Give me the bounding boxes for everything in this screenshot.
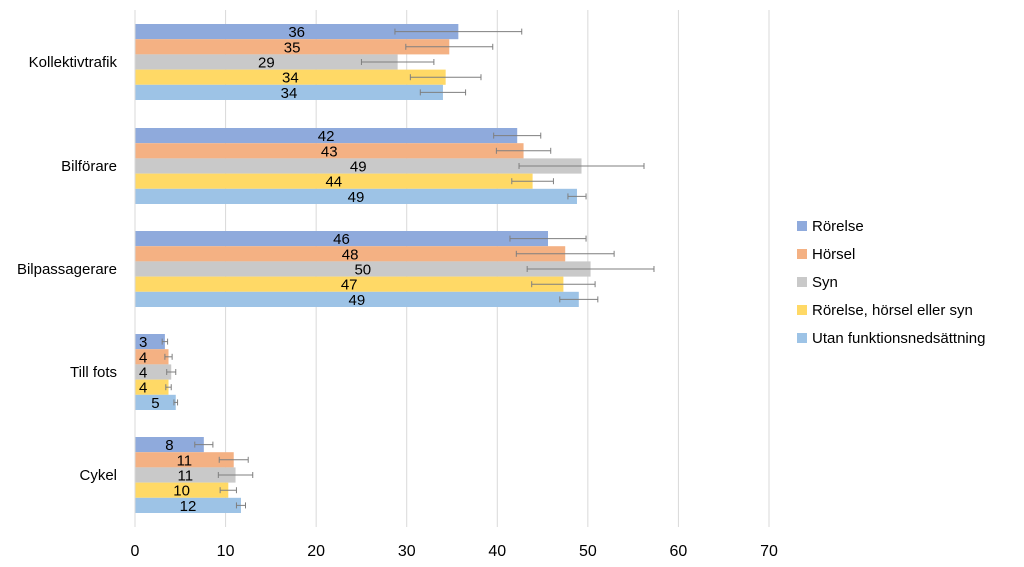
- bar-value-label: 36: [288, 24, 305, 41]
- bar-value-label: 4: [139, 349, 147, 366]
- bar-value-label: 29: [258, 55, 275, 72]
- bar-value-label: 48: [342, 246, 359, 263]
- bar: [135, 188, 577, 204]
- x-tick-label: 70: [760, 543, 778, 560]
- bar-value-label: 43: [321, 143, 338, 160]
- bar-value-label: 50: [354, 262, 371, 279]
- bar-value-label: 8: [165, 437, 173, 454]
- legend-swatch: [797, 249, 807, 259]
- category-label: Cykel: [79, 467, 117, 484]
- bar: [135, 24, 459, 40]
- bar: [135, 54, 398, 70]
- bar-value-label: 34: [282, 70, 299, 87]
- bar: [135, 246, 566, 262]
- bar-value-label: 4: [139, 365, 147, 382]
- x-tick-label: 50: [579, 543, 597, 560]
- legend-swatch: [797, 305, 807, 315]
- x-tick-label: 60: [670, 543, 688, 560]
- legend-label: Hörsel: [812, 246, 855, 263]
- bar: [135, 364, 172, 380]
- legend-label: Rörelse, hörsel eller syn: [812, 302, 973, 319]
- bar-value-label: 12: [180, 498, 197, 515]
- bar-value-label: 49: [348, 189, 365, 206]
- bar: [135, 497, 241, 513]
- bar-value-label: 47: [341, 277, 358, 294]
- x-tick-label: 40: [488, 543, 506, 560]
- bar-value-label: 3: [139, 334, 147, 351]
- bar: [135, 128, 518, 144]
- bar: [135, 276, 564, 292]
- bar-value-label: 44: [325, 174, 342, 191]
- legend-swatch: [797, 221, 807, 231]
- bar: [135, 437, 204, 453]
- legend-label: Rörelse: [812, 218, 864, 235]
- bar: [135, 349, 169, 365]
- bar-value-label: 11: [177, 468, 193, 485]
- bar-value-label: 49: [349, 292, 366, 309]
- x-tick-label: 0: [131, 543, 140, 560]
- category-label: Bilförare: [61, 158, 117, 175]
- legend-swatch: [797, 277, 807, 287]
- bar: [135, 231, 549, 247]
- bar-value-label: 46: [333, 231, 350, 248]
- bar: [135, 143, 524, 159]
- x-tick-label: 30: [398, 543, 416, 560]
- legend-label: Utan funktionsnedsättning: [812, 330, 985, 347]
- bar: [135, 379, 169, 395]
- bar-value-label: 5: [151, 395, 159, 412]
- bar: [135, 291, 579, 307]
- bar: [135, 261, 591, 277]
- bar: [135, 394, 176, 410]
- bar-value-label: 11: [177, 452, 193, 469]
- bar-value-label: 10: [173, 483, 190, 500]
- bar-value-label: 4: [139, 380, 147, 397]
- bar: [135, 158, 582, 174]
- bar: [135, 452, 234, 468]
- category-label: Bilpassagerare: [17, 261, 117, 278]
- bar-value-label: 34: [281, 85, 298, 102]
- x-tick-label: 10: [217, 543, 235, 560]
- bar-value-label: 35: [284, 39, 301, 56]
- legend-label: Syn: [812, 274, 838, 291]
- bar: [135, 69, 446, 85]
- bar: [135, 173, 533, 189]
- legend-swatch: [797, 333, 807, 343]
- category-label: Kollektivtrafik: [29, 54, 118, 71]
- bar: [135, 334, 165, 350]
- bar-value-label: 49: [350, 159, 367, 176]
- bar: [135, 467, 236, 483]
- bar: [135, 39, 450, 55]
- category-label: Till fots: [70, 364, 117, 381]
- x-tick-label: 20: [307, 543, 325, 560]
- bar: [135, 84, 443, 100]
- bar: [135, 482, 229, 498]
- bar-value-label: 42: [318, 128, 335, 145]
